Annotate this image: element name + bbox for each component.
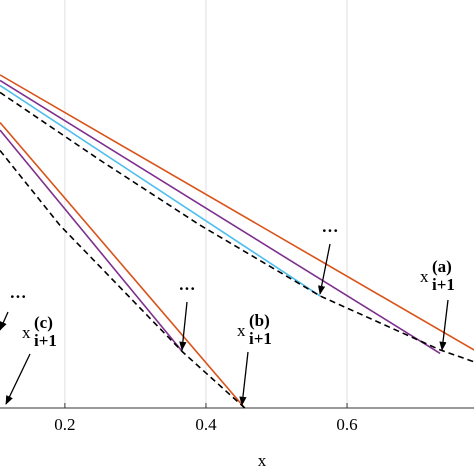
annotation-sub: i+1: [432, 275, 455, 294]
annotation-arrow: [318, 243, 331, 295]
annotation-base: x: [237, 321, 246, 340]
annotation-arrow: [5, 353, 31, 405]
series-line: [0, 91, 474, 363]
annotation-sup: (c): [34, 313, 53, 332]
annotation-sub: i+1: [34, 331, 57, 350]
annotation-sub: i+1: [249, 329, 272, 348]
annotation-arrow: [0, 311, 9, 331]
x-tick-label: 0.6: [336, 415, 357, 434]
series-line: [0, 84, 321, 297]
x-tick-label: 0.4: [195, 415, 217, 434]
annotation-base: x: [420, 267, 429, 286]
annotation: x(a)i+1: [420, 257, 455, 294]
series-line: [0, 129, 184, 353]
annotation: ···: [321, 221, 338, 240]
annotation-arrow: [239, 351, 249, 406]
x-axis-label: x: [258, 451, 267, 470]
annotation-base: x: [22, 323, 31, 342]
annotation-sup: (b): [249, 311, 270, 330]
annotation: x(b)i+1: [237, 311, 272, 348]
series-line: [0, 121, 246, 409]
annotation-arrow: [179, 301, 188, 351]
annotation: x(c)i+1: [22, 313, 57, 350]
series-line: [0, 74, 474, 351]
series-line: [0, 79, 441, 355]
annotation-arrow: [439, 299, 449, 351]
annotation-sup: (a): [432, 257, 452, 276]
series-line: [0, 149, 246, 409]
annotation: ···: [9, 287, 26, 306]
annotation: ···: [178, 279, 195, 298]
x-tick-label: 0.2: [54, 415, 75, 434]
